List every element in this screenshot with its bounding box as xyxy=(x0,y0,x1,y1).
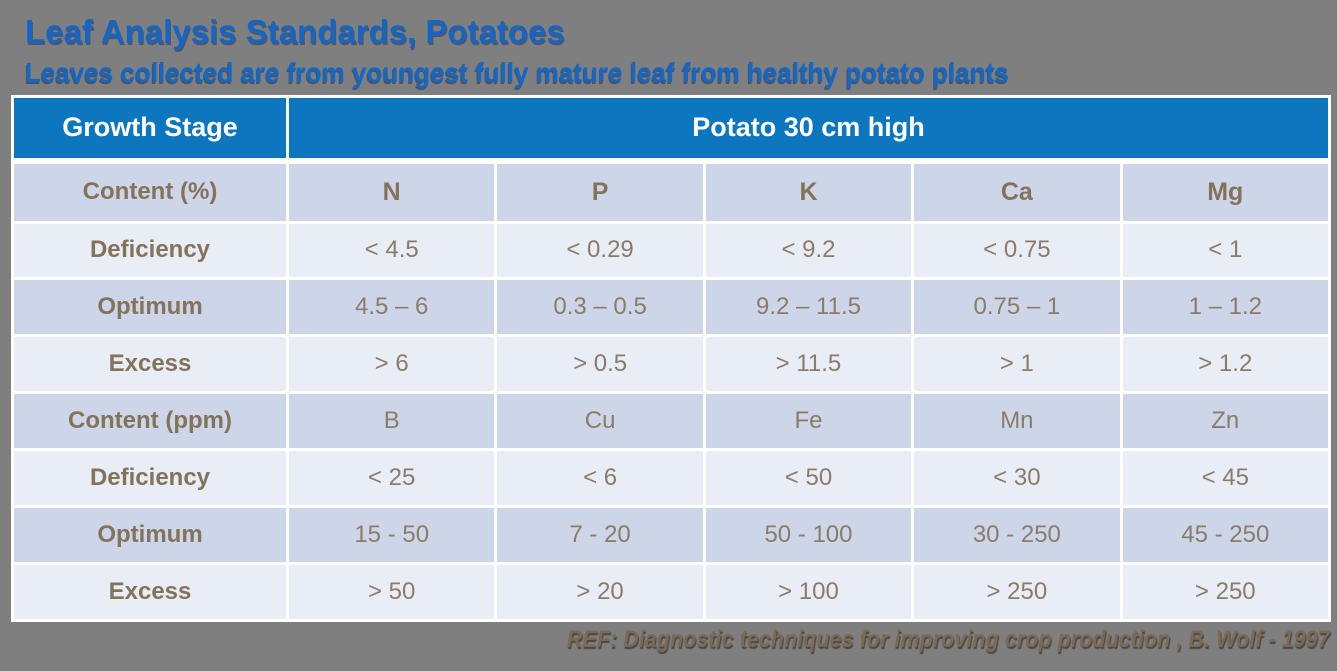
page-title: Leaf Analysis Standards, Potatoes xyxy=(25,13,565,50)
table-row-excess-percent: Excess > 6 > 0.5 > 11.5 > 1 > 1.2 xyxy=(11,334,1332,395)
element-symbol: Zn xyxy=(1119,391,1332,452)
row-label: Content (ppm) xyxy=(11,391,289,452)
header-potato-30cm: Potato 30 cm high xyxy=(286,95,1331,164)
cell-value: 15 - 50 xyxy=(285,505,498,566)
cell-value: 7 - 20 xyxy=(494,505,706,566)
cell-value: < 1 xyxy=(1119,220,1332,281)
element-symbol: Fe xyxy=(702,391,915,452)
cell-value: < 0.29 xyxy=(494,220,706,281)
cell-value: 50 - 100 xyxy=(702,505,915,566)
row-label: Excess xyxy=(11,562,289,622)
cell-value: > 20 xyxy=(494,562,706,622)
table-row-content-percent: Content (%) N P K Ca Mg xyxy=(11,159,1332,224)
header-growth-stage: Growth Stage xyxy=(11,95,289,164)
cell-value: > 250 xyxy=(911,562,1123,622)
element-symbol: P xyxy=(494,159,706,224)
row-label: Content (%) xyxy=(11,159,289,224)
element-symbol: B xyxy=(285,391,498,452)
cell-value: < 30 xyxy=(911,448,1123,509)
cell-value: 30 - 250 xyxy=(911,505,1123,566)
cell-value: > 100 xyxy=(702,562,915,622)
cell-value: 1 – 1.2 xyxy=(1119,277,1332,338)
cell-value: < 25 xyxy=(285,448,498,509)
element-symbol: N xyxy=(285,159,498,224)
element-symbol: K xyxy=(702,159,915,224)
cell-value: 4.5 – 6 xyxy=(285,277,498,338)
element-symbol: Cu xyxy=(494,391,706,452)
cell-value: > 50 xyxy=(285,562,498,622)
row-label: Excess xyxy=(11,334,289,395)
page-subtitle: Leaves collected are from youngest fully… xyxy=(25,57,1009,88)
cell-value: 9.2 – 11.5 xyxy=(702,277,915,338)
cell-value: > 6 xyxy=(285,334,498,395)
row-label: Optimum xyxy=(11,505,289,566)
cell-value: 0.75 – 1 xyxy=(911,277,1123,338)
row-label: Deficiency xyxy=(11,448,289,509)
cell-value: > 250 xyxy=(1119,562,1332,622)
cell-value: < 4.5 xyxy=(285,220,498,281)
row-label: Optimum xyxy=(11,277,289,338)
cell-value: > 1.2 xyxy=(1119,334,1332,395)
cell-value: < 45 xyxy=(1119,448,1332,509)
cell-value: < 9.2 xyxy=(702,220,915,281)
table-header-row: Growth Stage Potato 30 cm high xyxy=(11,95,1331,164)
element-symbol: Mn xyxy=(911,391,1123,452)
leaf-analysis-table: Growth Stage Potato 30 cm high Content (… xyxy=(11,95,1332,622)
row-label: Deficiency xyxy=(11,220,289,281)
reference-citation: REF: Diagnostic techniques for improving… xyxy=(567,626,1330,653)
table-row-optimum-percent: Optimum 4.5 – 6 0.3 – 0.5 9.2 – 11.5 0.7… xyxy=(11,277,1332,338)
table-row-excess-ppm: Excess > 50 > 20 > 100 > 250 > 250 xyxy=(11,562,1332,622)
cell-value: < 6 xyxy=(494,448,706,509)
cell-value: < 0.75 xyxy=(911,220,1123,281)
cell-value: > 1 xyxy=(911,334,1123,395)
cell-value: < 50 xyxy=(702,448,915,509)
table-row-deficiency-ppm: Deficiency < 25 < 6 < 50 < 30 < 45 xyxy=(11,448,1332,509)
cell-value: > 0.5 xyxy=(494,334,706,395)
table-row-deficiency-percent: Deficiency < 4.5 < 0.29 < 9.2 < 0.75 < 1 xyxy=(11,220,1332,281)
cell-value: 45 - 250 xyxy=(1119,505,1332,566)
cell-value: 0.3 – 0.5 xyxy=(494,277,706,338)
table-row-optimum-ppm: Optimum 15 - 50 7 - 20 50 - 100 30 - 250… xyxy=(11,505,1332,566)
table-row-content-ppm: Content (ppm) B Cu Fe Mn Zn xyxy=(11,391,1332,452)
element-symbol: Mg xyxy=(1119,159,1332,224)
element-symbol: Ca xyxy=(911,159,1123,224)
cell-value: > 11.5 xyxy=(702,334,915,395)
